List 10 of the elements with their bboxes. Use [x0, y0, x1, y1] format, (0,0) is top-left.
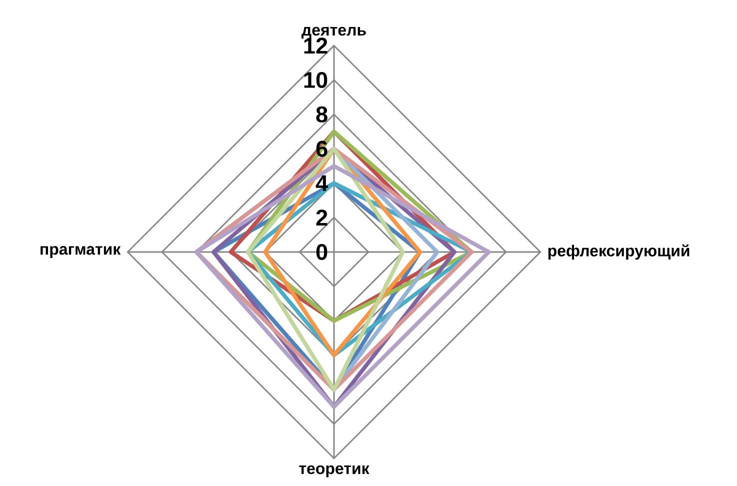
y-tick-label: 4: [316, 175, 328, 191]
y-tick-label: 0: [316, 244, 328, 260]
y-tick-label: 12: [304, 38, 328, 54]
spoke-label: деятель: [302, 26, 366, 39]
y-tick-label: 2: [316, 210, 328, 226]
spoke-label: прагматик: [40, 246, 121, 258]
spoke-label: теоретик: [299, 465, 370, 478]
y-tick-label: 8: [316, 106, 328, 122]
y-tick-label: 10: [304, 72, 328, 88]
spoke-label: рефлексирующий: [548, 244, 690, 260]
